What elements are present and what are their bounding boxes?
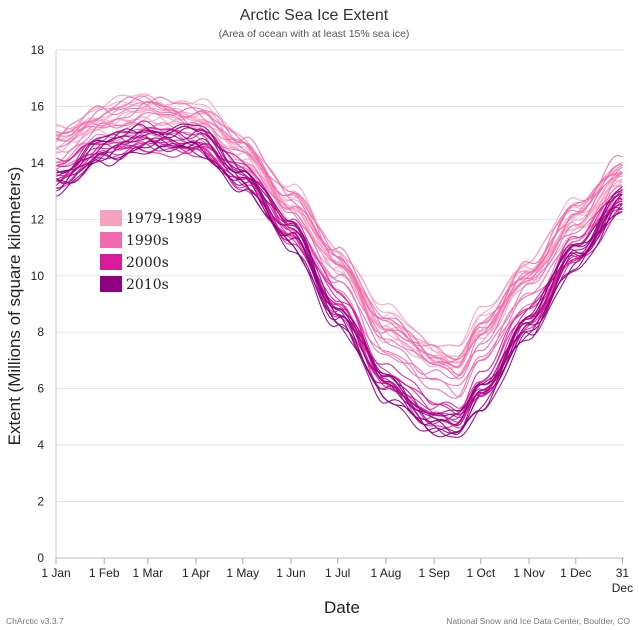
y-axis-title: Extent (Millions of square kilometers) bbox=[5, 167, 24, 446]
legend-label: 1979-1989 bbox=[126, 211, 202, 227]
x-tick-label: 1 Oct bbox=[466, 566, 495, 580]
x-tick-label: 1 May bbox=[226, 566, 259, 580]
x-tick-label: 1 Apr bbox=[182, 566, 210, 580]
y-tick-label: 2 bbox=[37, 495, 44, 509]
y-tick-label: 8 bbox=[37, 325, 44, 339]
legend-swatch bbox=[100, 276, 122, 292]
series-line-1979-1989 bbox=[55, 108, 623, 359]
series-line-2010s bbox=[55, 141, 623, 434]
series-line-1990s bbox=[55, 112, 623, 380]
credit-source: National Snow and Ice Data Center, Bould… bbox=[446, 616, 630, 626]
x-tick-label: 1 Jan bbox=[41, 566, 70, 580]
series-line-1990s bbox=[55, 95, 623, 368]
x-tick-label: 1 Jul bbox=[325, 566, 350, 580]
series-lines bbox=[55, 93, 623, 438]
x-tick-label: 1 Feb bbox=[89, 566, 120, 580]
series-line-1990s bbox=[55, 96, 623, 364]
x-tick-label-line2: Dec bbox=[612, 581, 633, 595]
series-line-1990s bbox=[55, 130, 623, 387]
legend-label: 1990s bbox=[126, 233, 169, 249]
series-line-2010s bbox=[55, 137, 623, 438]
y-tick-label: 0 bbox=[37, 551, 44, 565]
credit-version: ChArctic v3.3.7 bbox=[6, 616, 64, 626]
x-tick-label: 1 Mar bbox=[132, 566, 163, 580]
legend-swatch bbox=[100, 210, 122, 226]
series-line-2010s bbox=[56, 123, 623, 415]
chart-subtitle: (Area of ocean with at least 15% sea ice… bbox=[219, 28, 410, 40]
series-line-1979-1989 bbox=[55, 93, 623, 348]
y-tick-label: 18 bbox=[31, 43, 45, 57]
grid bbox=[56, 49, 624, 559]
legend: 1979-1989 1990s 2000s 2010s bbox=[100, 210, 202, 293]
series-line-1990s bbox=[55, 121, 623, 380]
axes: 0 2 4 6 8 10 12 14 16 18 1 Jan 1 Feb 1 Mar 1 Apr 1 May… bbox=[31, 43, 633, 595]
x-tick-label: 1 Nov bbox=[513, 566, 544, 580]
y-tick-label: 12 bbox=[31, 212, 45, 226]
legend-label: 2010s bbox=[126, 277, 169, 293]
y-tick-label: 14 bbox=[31, 156, 45, 170]
x-tick-label: 1 Aug bbox=[371, 566, 402, 580]
legend-swatch bbox=[100, 254, 122, 270]
chart-title: Arctic Sea Ice Extent bbox=[240, 7, 389, 24]
y-tick-label: 16 bbox=[31, 99, 45, 113]
x-axis-title: Date bbox=[324, 598, 360, 617]
series-line-2010s bbox=[55, 136, 623, 435]
x-tick-label: 31 bbox=[616, 566, 630, 580]
x-tick-label: 1 Dec bbox=[560, 566, 591, 580]
series-line-1990s bbox=[55, 102, 623, 368]
series-line-2010s bbox=[55, 127, 623, 422]
x-tick-label: 1 Sep bbox=[418, 566, 450, 580]
y-tick-label: 6 bbox=[37, 382, 44, 396]
x-tick-label: 1 Jun bbox=[276, 566, 305, 580]
y-tick-label: 4 bbox=[37, 438, 44, 452]
series-line-2000s bbox=[55, 120, 623, 413]
y-tick-label: 10 bbox=[31, 269, 45, 283]
legend-swatch bbox=[100, 232, 122, 248]
series-line-1979-1989 bbox=[55, 107, 623, 364]
legend-label: 2000s bbox=[126, 255, 169, 271]
